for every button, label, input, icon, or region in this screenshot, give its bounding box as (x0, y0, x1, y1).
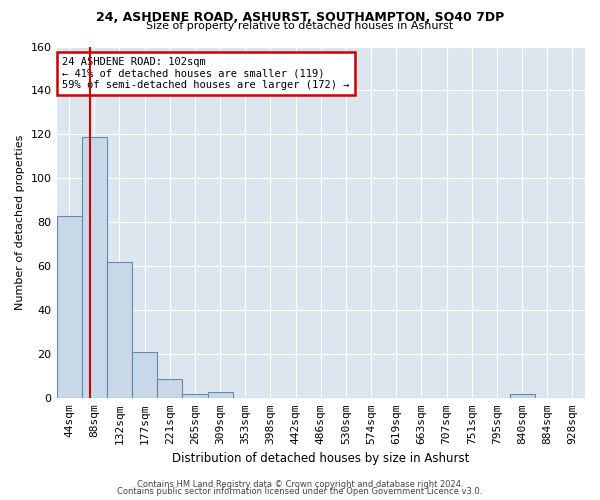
Bar (509, 394, 535, 398)
Bar (208, 392, 233, 398)
Bar (107, 262, 132, 398)
Text: Size of property relative to detached houses in Ashurst: Size of property relative to detached ho… (146, 21, 454, 31)
Text: Contains HM Land Registry data © Crown copyright and database right 2024.: Contains HM Land Registry data © Crown c… (137, 480, 463, 489)
X-axis label: Distribution of detached houses by size in Ashurst: Distribution of detached houses by size … (172, 452, 469, 465)
Bar (56, 216, 82, 398)
Bar (182, 394, 208, 398)
Bar (132, 352, 157, 399)
Y-axis label: Number of detached properties: Number of detached properties (15, 134, 25, 310)
Text: 24, ASHDENE ROAD, ASHURST, SOUTHAMPTON, SO40 7DP: 24, ASHDENE ROAD, ASHURST, SOUTHAMPTON, … (96, 11, 504, 24)
Text: 24 ASHDENE ROAD: 102sqm
← 41% of detached houses are smaller (119)
59% of semi-d: 24 ASHDENE ROAD: 102sqm ← 41% of detache… (62, 57, 349, 90)
Bar (82, 136, 107, 398)
Bar (157, 378, 182, 398)
Text: Contains public sector information licensed under the Open Government Licence v3: Contains public sector information licen… (118, 487, 482, 496)
